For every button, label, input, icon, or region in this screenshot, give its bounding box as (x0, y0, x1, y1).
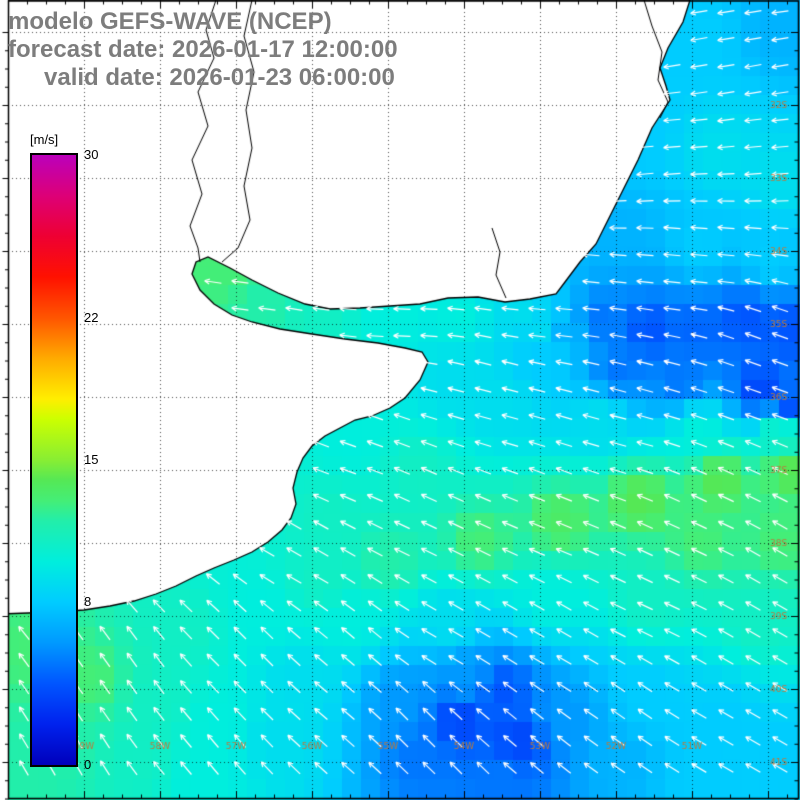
colorbar-tick-label: 30 (84, 147, 99, 162)
colorbar-tick-label: 0 (84, 757, 92, 772)
colorbar: [m/s] 30 22 15 8 0 (28, 132, 118, 782)
colorbar-tick-labels: 30 22 15 8 0 (84, 147, 118, 772)
colorbar-unit-label: [m/s] (30, 132, 59, 147)
map-header: modelo GEFS-WAVE (NCEP) forecast date: 2… (8, 8, 398, 92)
colorbar-gradient (30, 153, 78, 767)
colorbar-tick-label: 22 (84, 309, 99, 325)
forecast-date: forecast date: 2026-01-17 12:00:00 (8, 36, 398, 63)
model-name: modelo GEFS-WAVE (NCEP) (8, 8, 332, 35)
colorbar-tick-label: 15 (84, 452, 99, 467)
valid-date: valid date: 2026-01-23 06:00:00 (44, 64, 395, 91)
colorbar-tick-label: 8 (84, 594, 92, 610)
